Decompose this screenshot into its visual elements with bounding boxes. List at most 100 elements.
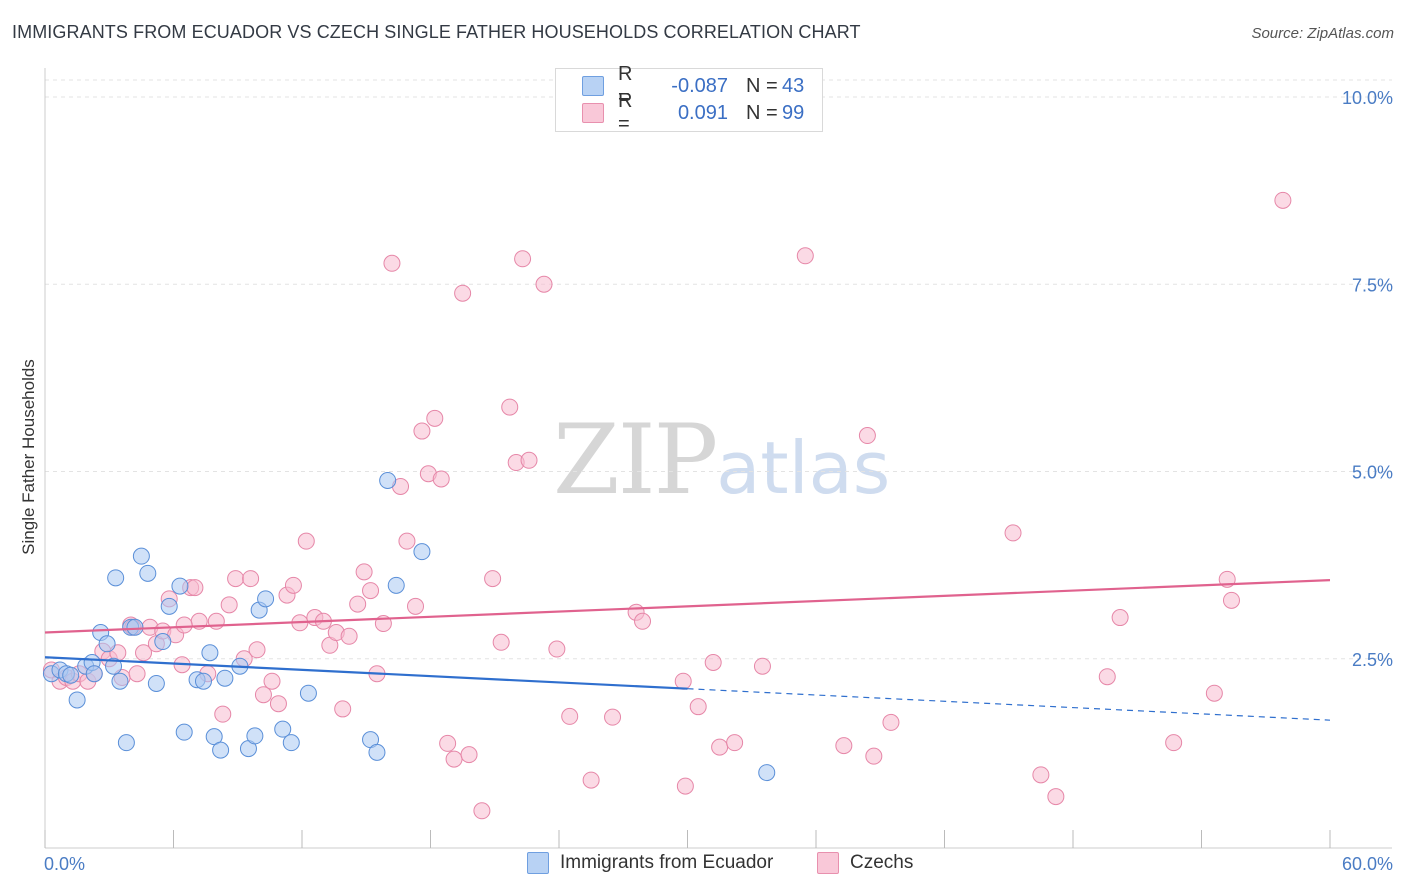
czech-point bbox=[254, 686, 272, 704]
ecuador-point bbox=[68, 691, 86, 709]
czech-point bbox=[269, 695, 287, 713]
ecuador-point bbox=[212, 741, 230, 759]
ecuador-point bbox=[98, 635, 116, 653]
czech-point bbox=[473, 802, 491, 820]
czech-point bbox=[135, 644, 153, 662]
czech-point bbox=[561, 707, 579, 725]
legend-n-label: N = bbox=[746, 74, 778, 97]
legend-r-label: R = bbox=[618, 90, 633, 135]
ecuador-point bbox=[85, 665, 103, 683]
y-tick-label: 2.5% bbox=[1352, 650, 1393, 670]
czech-point bbox=[439, 734, 457, 752]
legend-r-value: 0.091 bbox=[677, 101, 728, 124]
czech-point bbox=[1047, 788, 1065, 806]
ecuador-trend-extension bbox=[687, 688, 1331, 721]
czech-point bbox=[220, 596, 238, 614]
czech-point bbox=[432, 470, 450, 488]
ecuador-point bbox=[387, 576, 405, 594]
ecuador-point bbox=[117, 734, 135, 752]
legend-item-czechs[interactable]: Czechs bbox=[817, 852, 913, 874]
czech-point bbox=[520, 451, 538, 469]
czech-point bbox=[535, 275, 553, 293]
czech-point bbox=[858, 427, 876, 445]
ecuador-trend-line bbox=[44, 656, 688, 690]
chart-title: IMMIGRANTS FROM ECUADOR VS CZECH SINGLE … bbox=[12, 22, 861, 42]
czech-point bbox=[796, 247, 814, 265]
ecuador-point bbox=[368, 743, 386, 761]
ecuador-swatch bbox=[527, 852, 549, 874]
ecuador-point bbox=[111, 672, 129, 690]
axis-labels: 2.5% 5.0% 7.5% 10.0% 0.0% 60.0% Single Father … bbox=[19, 88, 1393, 874]
czech-point bbox=[674, 672, 692, 690]
czech-point bbox=[634, 612, 652, 630]
axes bbox=[44, 68, 1392, 849]
x-tick-label-min: 0.0% bbox=[44, 854, 85, 874]
czech-point bbox=[484, 570, 502, 588]
ecuador-point bbox=[126, 618, 144, 636]
czech-point bbox=[349, 595, 367, 613]
series-czechs bbox=[42, 191, 1292, 820]
czech-point bbox=[355, 563, 373, 581]
czech-point bbox=[1165, 734, 1183, 752]
ecuador-point bbox=[175, 723, 193, 741]
ecuador-point bbox=[274, 720, 292, 738]
legend-row-czechs: R = 0.091 N = 99 bbox=[582, 90, 805, 135]
czech-point bbox=[413, 422, 431, 440]
ecuador-point bbox=[216, 669, 234, 687]
ecuador-point bbox=[107, 569, 125, 587]
series-ecuador bbox=[42, 471, 776, 782]
correlation-legend: R = -0.087 N = 43 R = 0.091 N = 99 bbox=[555, 63, 823, 135]
czech-point bbox=[514, 250, 532, 268]
czech-point bbox=[362, 582, 380, 600]
czech-point bbox=[186, 579, 204, 597]
ecuador-point bbox=[194, 672, 212, 690]
y-tick-label: 10.0% bbox=[1342, 88, 1393, 108]
legend-label-ecuador: Immigrants from Ecuador bbox=[560, 852, 774, 873]
czech-point bbox=[1222, 591, 1240, 609]
ecuador-point bbox=[246, 727, 264, 745]
czech-point bbox=[227, 570, 245, 588]
y-axis-label: Single Father Households bbox=[19, 359, 38, 555]
czech-point bbox=[1111, 609, 1129, 627]
czech-swatch bbox=[582, 103, 604, 123]
ecuador-point bbox=[147, 674, 165, 692]
czech-point bbox=[835, 737, 853, 755]
legend-n-value: 99 bbox=[782, 101, 805, 124]
czech-point bbox=[753, 657, 771, 675]
legend-label-czechs: Czechs bbox=[850, 852, 914, 873]
y-tick-label: 5.0% bbox=[1352, 463, 1393, 483]
czech-point bbox=[407, 597, 425, 615]
czech-point bbox=[689, 698, 707, 716]
y-tick-label: 7.5% bbox=[1352, 275, 1393, 295]
ecuador-point bbox=[299, 684, 317, 702]
legend-item-ecuador[interactable]: Immigrants from Ecuador bbox=[527, 852, 773, 874]
ecuador-point bbox=[282, 734, 300, 752]
czech-point bbox=[128, 665, 146, 683]
czech-point bbox=[711, 738, 729, 756]
czech-point bbox=[297, 532, 315, 550]
legend-row-ecuador: R = -0.087 N = 43 bbox=[582, 63, 805, 108]
czech-point bbox=[214, 705, 232, 723]
czech-point bbox=[1274, 191, 1292, 209]
czech-point bbox=[548, 640, 566, 658]
czech-point bbox=[398, 532, 416, 550]
czech-point bbox=[726, 734, 744, 752]
czech-point bbox=[604, 708, 622, 726]
ecuador-point bbox=[379, 471, 397, 489]
czech-point bbox=[445, 750, 463, 768]
czech-point bbox=[242, 570, 260, 588]
ecuador-point bbox=[171, 577, 189, 595]
czech-point bbox=[426, 409, 444, 427]
x-tick-label-max: 60.0% bbox=[1342, 854, 1393, 874]
ecuador-point bbox=[160, 597, 178, 615]
ecuador-point bbox=[132, 547, 150, 565]
legend-n-value: 43 bbox=[782, 74, 805, 97]
czech-point bbox=[460, 746, 478, 764]
czech-point bbox=[334, 700, 352, 718]
legend-r-value: -0.087 bbox=[671, 74, 728, 97]
series-legend: Immigrants from Ecuador Czechs bbox=[0, 852, 1406, 878]
czech-point bbox=[207, 612, 225, 630]
czech-swatch bbox=[817, 852, 839, 874]
czech-point bbox=[1004, 524, 1022, 542]
